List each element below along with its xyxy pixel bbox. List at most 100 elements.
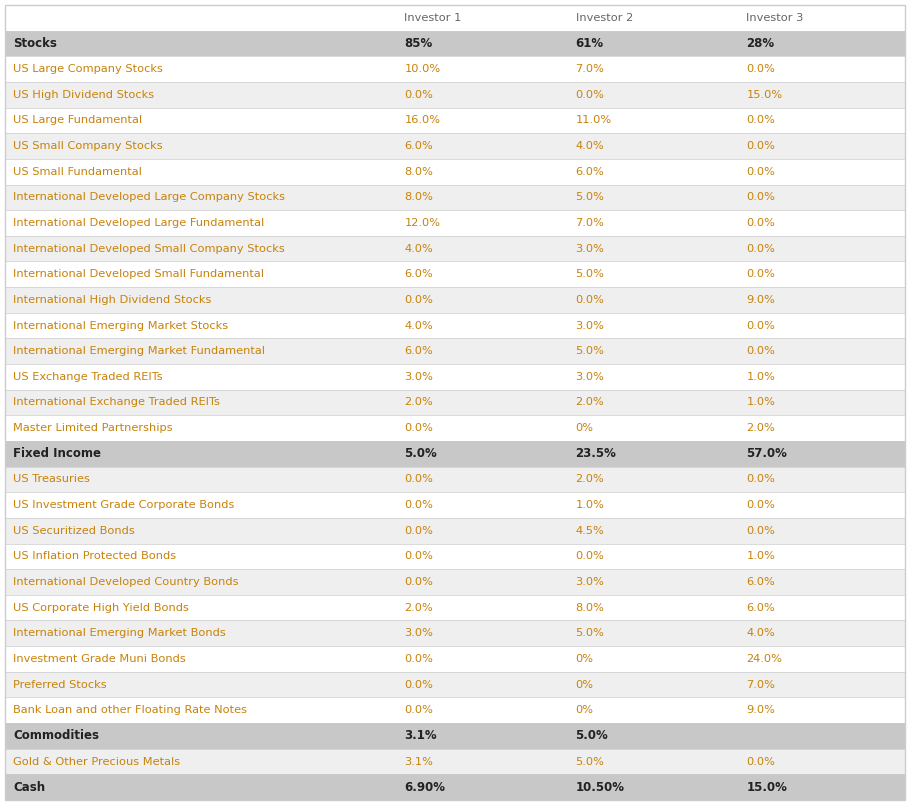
Text: International Developed Large Company Stocks: International Developed Large Company St… — [13, 192, 285, 202]
Text: 5.0%: 5.0% — [575, 270, 604, 279]
Text: Preferred Stocks: Preferred Stocks — [13, 679, 106, 690]
Bar — [5, 108, 905, 133]
Text: 3.0%: 3.0% — [575, 244, 604, 254]
Text: 0.0%: 0.0% — [405, 90, 433, 100]
Text: 8.0%: 8.0% — [405, 192, 433, 202]
Text: 6.0%: 6.0% — [746, 577, 775, 587]
Text: 0.0%: 0.0% — [746, 474, 775, 485]
Text: 0.0%: 0.0% — [746, 244, 775, 254]
Bar — [5, 621, 905, 646]
Text: 0.0%: 0.0% — [746, 526, 775, 535]
Text: 0.0%: 0.0% — [405, 500, 433, 510]
Text: International High Dividend Stocks: International High Dividend Stocks — [13, 295, 211, 305]
Text: 1.0%: 1.0% — [575, 500, 604, 510]
Text: Fixed Income: Fixed Income — [13, 448, 101, 460]
Text: 3.0%: 3.0% — [405, 629, 433, 638]
Text: 8.0%: 8.0% — [575, 603, 604, 613]
Text: US Corporate High Yield Bonds: US Corporate High Yield Bonds — [13, 603, 189, 613]
Text: 15.0%: 15.0% — [746, 90, 783, 100]
Bar — [5, 646, 905, 672]
Text: 10.0%: 10.0% — [405, 64, 440, 74]
Text: 11.0%: 11.0% — [575, 115, 612, 126]
Bar — [5, 184, 905, 210]
Text: 0.0%: 0.0% — [405, 654, 433, 664]
Bar — [5, 697, 905, 723]
Bar — [5, 56, 905, 82]
Text: 6.0%: 6.0% — [746, 603, 775, 613]
Text: Investment Grade Muni Bonds: Investment Grade Muni Bonds — [13, 654, 186, 664]
Text: Bank Loan and other Floating Rate Notes: Bank Loan and other Floating Rate Notes — [13, 705, 247, 715]
Text: 3.1%: 3.1% — [405, 729, 437, 742]
Text: Cash: Cash — [13, 781, 46, 794]
Text: 0.0%: 0.0% — [405, 679, 433, 690]
Text: International Emerging Market Stocks: International Emerging Market Stocks — [13, 320, 228, 331]
Text: 0.0%: 0.0% — [405, 551, 433, 561]
Text: 0.0%: 0.0% — [746, 346, 775, 356]
Text: International Exchange Traded REITs: International Exchange Traded REITs — [13, 398, 220, 407]
Bar — [5, 31, 905, 56]
Text: 0.0%: 0.0% — [575, 295, 604, 305]
Text: 5.0%: 5.0% — [405, 448, 437, 460]
Text: 0.0%: 0.0% — [746, 167, 775, 176]
Bar — [5, 518, 905, 543]
Text: 2.0%: 2.0% — [575, 474, 604, 485]
Text: 6.0%: 6.0% — [575, 167, 604, 176]
Bar — [5, 338, 905, 364]
Text: International Developed Small Fundamental: International Developed Small Fundamenta… — [13, 270, 264, 279]
Text: US Small Company Stocks: US Small Company Stocks — [13, 141, 163, 151]
Text: 1.0%: 1.0% — [746, 551, 775, 561]
Text: 0.0%: 0.0% — [405, 577, 433, 587]
Text: 5.0%: 5.0% — [575, 192, 604, 202]
Bar — [5, 390, 905, 415]
Text: 0.0%: 0.0% — [746, 757, 775, 766]
Text: 0.0%: 0.0% — [746, 270, 775, 279]
Text: US Securitized Bonds: US Securitized Bonds — [13, 526, 135, 535]
Text: 6.90%: 6.90% — [405, 781, 446, 794]
Text: US High Dividend Stocks: US High Dividend Stocks — [13, 90, 154, 100]
Text: US Large Company Stocks: US Large Company Stocks — [13, 64, 163, 74]
Text: 4.0%: 4.0% — [746, 629, 775, 638]
Bar — [5, 415, 905, 441]
Text: 0.0%: 0.0% — [746, 218, 775, 228]
Text: 2.0%: 2.0% — [575, 398, 604, 407]
Text: 16.0%: 16.0% — [405, 115, 440, 126]
Bar — [5, 774, 905, 800]
Text: Investor 2: Investor 2 — [575, 13, 632, 23]
Text: 0.0%: 0.0% — [405, 423, 433, 433]
Text: 6.0%: 6.0% — [405, 141, 433, 151]
Bar — [5, 749, 905, 774]
Bar — [5, 236, 905, 262]
Text: 24.0%: 24.0% — [746, 654, 783, 664]
Bar — [5, 312, 905, 338]
Text: 7.0%: 7.0% — [575, 218, 604, 228]
Text: Gold & Other Precious Metals: Gold & Other Precious Metals — [13, 757, 180, 766]
Text: 0.0%: 0.0% — [405, 705, 433, 715]
Text: Commodities: Commodities — [13, 729, 99, 742]
Text: Investor 3: Investor 3 — [746, 13, 804, 23]
Text: 7.0%: 7.0% — [575, 64, 604, 74]
Text: 1.0%: 1.0% — [746, 398, 775, 407]
Text: US Exchange Traded REITs: US Exchange Traded REITs — [13, 372, 163, 382]
Text: International Developed Country Bonds: International Developed Country Bonds — [13, 577, 238, 587]
Text: 3.0%: 3.0% — [575, 372, 604, 382]
Text: 9.0%: 9.0% — [746, 295, 775, 305]
Text: Master Limited Partnerships: Master Limited Partnerships — [13, 423, 173, 433]
Bar — [5, 493, 905, 518]
Text: 0.0%: 0.0% — [746, 115, 775, 126]
Text: 6.0%: 6.0% — [405, 346, 433, 356]
Text: 9.0%: 9.0% — [746, 705, 775, 715]
Text: 5.0%: 5.0% — [575, 757, 604, 766]
Bar — [5, 441, 905, 467]
Text: 5.0%: 5.0% — [575, 346, 604, 356]
Text: 0%: 0% — [575, 423, 593, 433]
Text: 0.0%: 0.0% — [746, 141, 775, 151]
Text: 2.0%: 2.0% — [405, 603, 433, 613]
Text: 4.0%: 4.0% — [405, 244, 433, 254]
Text: 0.0%: 0.0% — [746, 192, 775, 202]
Text: 6.0%: 6.0% — [405, 270, 433, 279]
Text: 4.0%: 4.0% — [405, 320, 433, 331]
Text: International Developed Large Fundamental: International Developed Large Fundamenta… — [13, 218, 264, 228]
Text: 3.0%: 3.0% — [575, 577, 604, 587]
Text: 5.0%: 5.0% — [575, 729, 608, 742]
Text: US Small Fundamental: US Small Fundamental — [13, 167, 142, 176]
